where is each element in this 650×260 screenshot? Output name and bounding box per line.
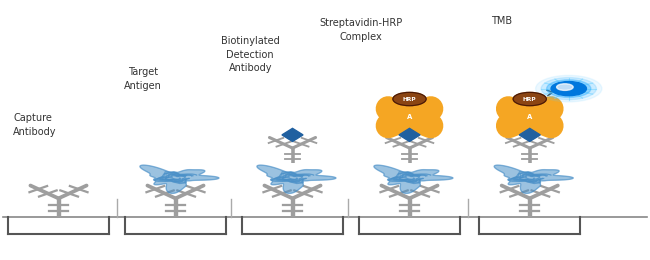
Circle shape: [551, 82, 586, 96]
Polygon shape: [282, 128, 303, 141]
Polygon shape: [374, 165, 453, 193]
Text: A: A: [407, 114, 412, 120]
Text: Target
Antigen: Target Antigen: [124, 67, 162, 91]
Polygon shape: [140, 165, 219, 193]
Text: Capture
Antibody: Capture Antibody: [13, 113, 57, 137]
Polygon shape: [494, 165, 573, 193]
Text: Biotinylated
Detection
Antibody: Biotinylated Detection Antibody: [221, 36, 280, 73]
Text: Streptavidin-HRP
Complex: Streptavidin-HRP Complex: [319, 18, 402, 42]
Circle shape: [536, 75, 602, 102]
Polygon shape: [519, 128, 540, 141]
Circle shape: [541, 77, 597, 100]
Polygon shape: [399, 128, 420, 141]
Circle shape: [547, 80, 591, 98]
Text: A: A: [527, 114, 532, 120]
Circle shape: [556, 84, 573, 90]
Circle shape: [514, 92, 546, 106]
Text: TMB: TMB: [491, 16, 512, 26]
Circle shape: [393, 92, 426, 106]
Text: HRP: HRP: [523, 96, 536, 101]
Polygon shape: [257, 165, 336, 193]
Text: HRP: HRP: [403, 96, 416, 101]
